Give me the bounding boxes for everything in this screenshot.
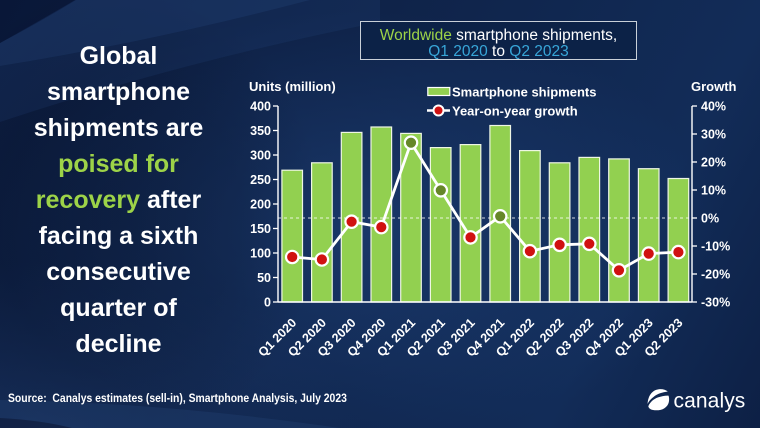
svg-text:-20%: -20% — [701, 268, 730, 282]
svg-text:300: 300 — [250, 149, 271, 163]
svg-text:0: 0 — [264, 296, 271, 310]
svg-text:canalys: canalys — [674, 390, 746, 413]
svg-text:0%: 0% — [701, 212, 719, 226]
svg-text:30%: 30% — [701, 128, 726, 142]
svg-text:400: 400 — [250, 100, 271, 114]
svg-text:100: 100 — [250, 247, 271, 261]
svg-text:10%: 10% — [701, 184, 726, 198]
svg-text:150: 150 — [250, 222, 271, 236]
svg-text:40%: 40% — [701, 100, 726, 114]
svg-text:Growth: Growth — [691, 79, 737, 94]
svg-text:350: 350 — [250, 124, 271, 138]
svg-text:20%: 20% — [701, 156, 726, 170]
svg-text:50: 50 — [257, 271, 271, 285]
svg-text:Year-on-year growth: Year-on-year growth — [452, 104, 578, 119]
svg-text:250: 250 — [250, 173, 271, 187]
svg-text:Units (million): Units (million) — [249, 79, 336, 94]
svg-text:-10%: -10% — [701, 240, 730, 254]
svg-text:200: 200 — [250, 198, 271, 212]
svg-text:-30%: -30% — [701, 296, 730, 310]
svg-text:Smartphone shipments: Smartphone shipments — [452, 85, 596, 100]
